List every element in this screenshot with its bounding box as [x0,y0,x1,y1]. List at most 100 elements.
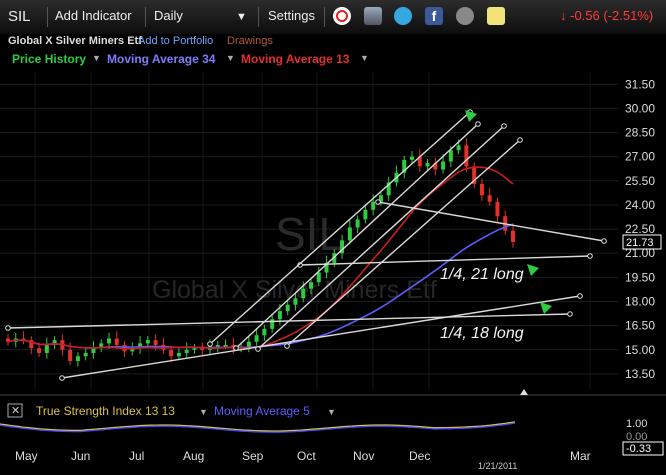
scroll-marker-icon[interactable] [520,389,528,395]
settings-button[interactable]: Settings [268,8,315,23]
separator [258,7,259,27]
candle-body [487,195,492,202]
chevron-down-icon[interactable]: ▼ [226,53,235,63]
toolbar: SIL Add Indicator Daily ▼ Settings f ↓ -… [0,0,666,35]
y-tick-label: 31.50 [625,77,655,91]
link-icon[interactable] [456,7,474,25]
trendline-handle [577,293,583,299]
arrow-icon [540,302,552,314]
trendline [299,255,591,266]
trendline-handle [375,199,381,205]
security-name: Global X Silver Miners Etf [8,35,142,47]
candle-body [293,298,298,305]
database-icon[interactable] [364,7,382,25]
sticky-note-icon[interactable] [487,7,505,25]
last-price-value: 21.73 [626,237,654,249]
chevron-down-icon[interactable]: ▼ [360,53,369,63]
trendline-handle [475,121,481,127]
trendline-handle [601,238,607,244]
tsi-line [0,421,516,432]
price-history-legend[interactable]: Price History [12,52,87,66]
x-tick-label: May [15,449,38,463]
y-tick-label: 19.50 [625,270,655,284]
candle-body [332,253,337,263]
candle-body [410,156,414,160]
twitter-icon[interactable] [394,7,412,25]
arrow-down-icon: ↓ [560,8,567,23]
period-select[interactable]: Daily [154,8,183,23]
drawings-link[interactable]: Drawings [227,35,273,47]
y-tick-label: 21.00 [625,246,655,260]
x-tick-label: Oct [297,449,316,463]
chevron-down-icon[interactable]: ▼ [199,407,208,417]
candle-body [479,184,484,196]
trendline-handle [207,341,213,347]
candle-body [231,344,236,349]
separator [324,7,325,27]
separator [47,7,48,27]
annotation-21-long: 1/4, 21 long [440,266,524,283]
candle-body [21,338,26,341]
candle-body [130,348,135,352]
chevron-down-icon[interactable]: ▼ [92,53,101,63]
alarm-clock-icon[interactable] [333,7,351,25]
close-icon[interactable]: ✕ [11,405,20,417]
candle-body [456,145,461,151]
candle-body [378,195,383,202]
y-tick-label: 24.00 [625,198,655,212]
candle-body [176,352,181,357]
candle-body [472,166,477,185]
price-change: ↓ -0.56 (-2.51%) [560,8,653,23]
chevron-down-icon[interactable]: ▼ [236,11,247,23]
add-indicator-button[interactable]: Add Indicator [55,8,132,23]
candle-body [107,338,111,344]
price-chart[interactable]: SIL Global X Silver Miners Etf 1/4, 21 l… [0,68,666,471]
candle-body [184,349,189,353]
x-tick-label: Nov [353,449,374,463]
candle-body [52,340,57,345]
chart-area[interactable]: SIL Global X Silver Miners Etf 1/4, 21 l… [0,68,666,471]
chevron-down-icon[interactable]: ▼ [327,407,336,417]
indicator-legend: ✕ True Strength Index 13 13 ▼ Moving Ave… [7,403,336,418]
ma13-legend[interactable]: Moving Average 13 [241,52,350,66]
candle-body [246,341,251,347]
trendline-handle [5,325,11,331]
trendline [257,125,505,350]
trendline-handle [517,137,523,143]
candle-body [138,343,143,349]
candle-body [254,335,259,342]
y-tick-label: 27.00 [625,150,655,164]
candle-body [448,150,453,162]
trendline [377,201,605,242]
facebook-icon[interactable]: f [425,7,443,25]
x-tick-label: Jul [129,449,144,463]
tsi-tick-top: 1.00 [626,418,647,430]
candle-body [464,145,469,167]
candle-body [68,349,73,362]
candle-body [200,348,205,350]
candle-body [511,230,515,242]
candle-body [44,344,49,353]
candle-body [425,163,430,167]
date-stamp: 1/21/2011 [478,461,517,470]
trendline-handle [284,343,290,349]
annotation-18-long: 1/4, 18 long [440,325,524,342]
trendline-handle [501,123,507,129]
symbol-input[interactable]: SIL [8,8,31,25]
add-to-portfolio-link[interactable]: Add to Portfolio [138,35,214,47]
candle-body [285,304,290,312]
candle-body [324,262,329,273]
close-indicator-button[interactable] [7,403,23,418]
ma34-legend[interactable]: Moving Average 34 [107,52,216,66]
candle-body [363,209,368,220]
candle-body [270,319,275,329]
candle-body [91,348,96,353]
annotation-arrows [465,110,552,314]
arrow-icon [465,110,477,122]
y-tick-label: 30.00 [625,101,655,115]
ma5-legend[interactable]: Moving Average 5 [214,404,310,418]
y-tick-label: 16.50 [625,319,655,333]
tsi-legend[interactable]: True Strength Index 13 13 [36,404,175,418]
trendline-handle [567,311,573,317]
price-change-value: -0.56 (-2.51%) [570,8,654,23]
